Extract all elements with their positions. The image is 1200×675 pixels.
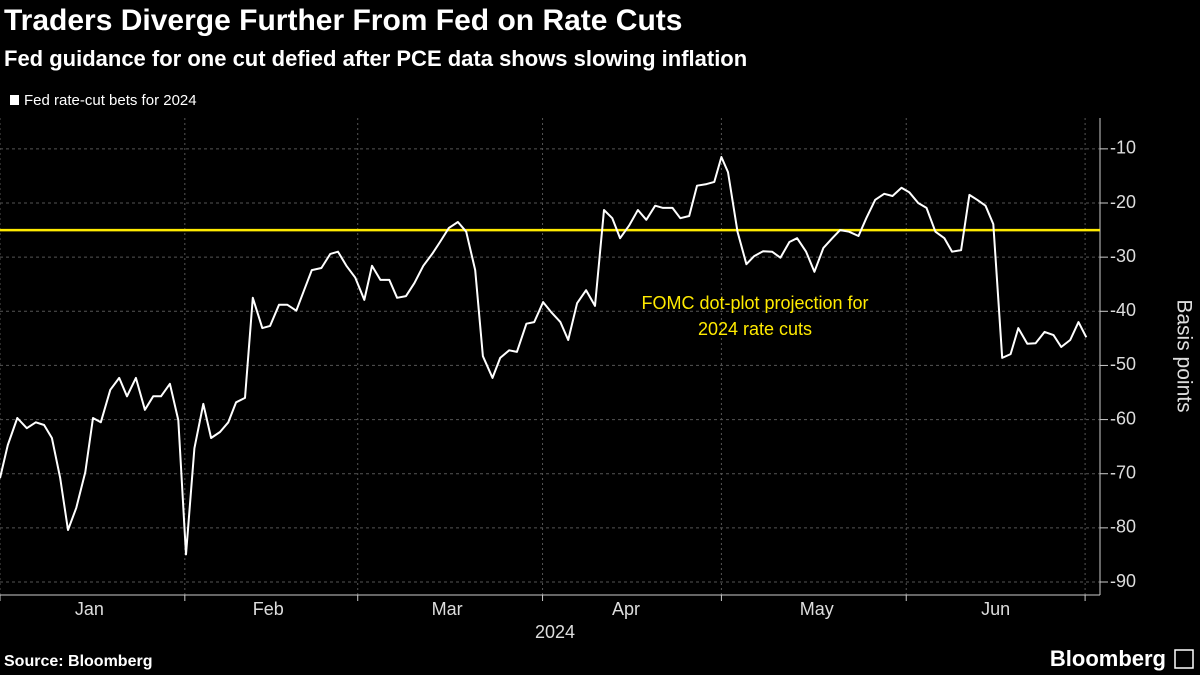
- y-tick-label: -10: [1110, 138, 1136, 158]
- legend-label: Fed rate-cut bets for 2024: [24, 92, 197, 109]
- chart-subtitle: Fed guidance for one cut defied after PC…: [4, 46, 747, 71]
- legend-swatch: [10, 95, 19, 105]
- y-tick-label: -90: [1110, 571, 1136, 591]
- y-tick-label: -40: [1110, 300, 1136, 320]
- y-tick-label: -80: [1110, 517, 1136, 537]
- y-tick-label: -20: [1110, 192, 1136, 212]
- x-axis-label: 2024: [535, 622, 575, 642]
- y-axis-label: Basis points: [1172, 299, 1195, 412]
- source: Source: Bloomberg: [4, 653, 152, 670]
- logo: Bloomberg: [1050, 646, 1166, 671]
- x-tick-label: Apr: [612, 599, 640, 619]
- line: [0, 156, 1088, 556]
- annotation: 2024 rate cuts: [698, 319, 812, 339]
- x-tick-label: Mar: [432, 599, 463, 619]
- logo-icon: [1174, 649, 1194, 669]
- x-tick-label: Feb: [253, 599, 284, 619]
- chart-title: Traders Diverge Further From Fed on Rate…: [4, 4, 682, 37]
- y-tick-label: -70: [1110, 462, 1136, 482]
- x-tick-label: Jan: [75, 599, 104, 619]
- y-tick-label: -50: [1110, 354, 1136, 374]
- y-tick-label: -60: [1110, 408, 1136, 428]
- y-tick-label: -30: [1110, 246, 1136, 266]
- x-tick-label: Jun: [981, 599, 1010, 619]
- x-tick-label: May: [800, 599, 834, 619]
- annotation: FOMC dot-plot projection for: [641, 293, 868, 313]
